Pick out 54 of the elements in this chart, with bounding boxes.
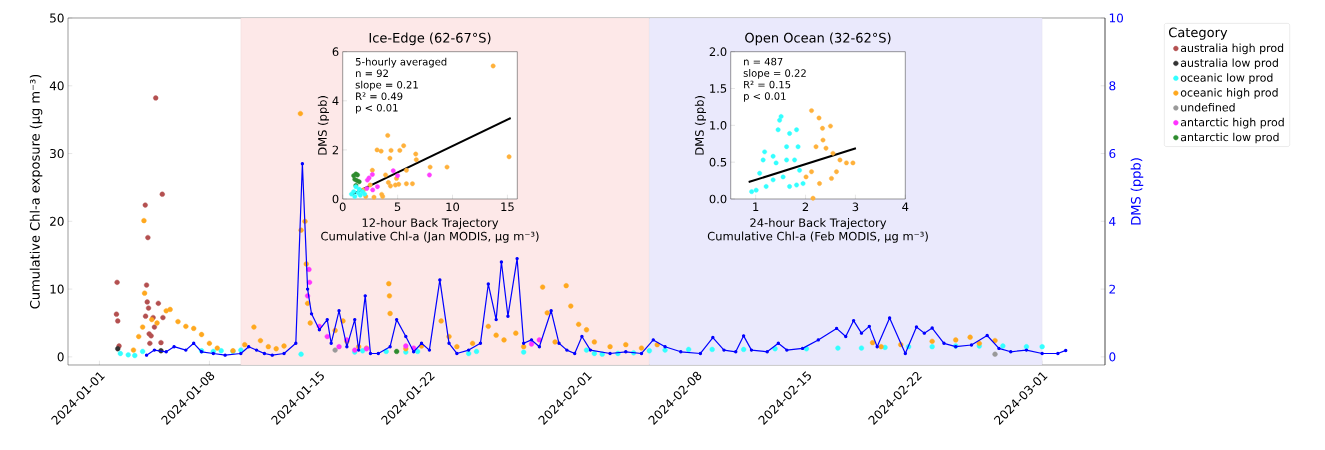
y-tick-label: 20: [50, 216, 64, 226]
x-axis-title: 24-hour Back Trajectory Cumulative Chl-a (Feb MODIS, μg m⁻³): [707, 218, 928, 243]
x-tick-label: 0: [339, 202, 346, 212]
y-tick-label: 2: [332, 145, 339, 155]
x-tick-label: 4: [902, 202, 909, 211]
y2-tick-label: 10: [1109, 13, 1124, 23]
y-tick-label: 50: [50, 13, 64, 23]
annotation: slope = 0.21: [355, 80, 418, 91]
legend-label: oceanic high prod: [1180, 88, 1278, 99]
legend-label: australia low prod: [1180, 58, 1278, 70]
annotation: n = 92: [356, 69, 388, 78]
x-tick-label: 15: [501, 202, 514, 212]
chart-title: Ice-Edge (62-67°S): [369, 32, 491, 46]
annotation: slope = 0.22: [743, 69, 806, 79]
annotation: R² = 0.15: [744, 80, 791, 89]
legend-label: antarctic high prod: [1180, 117, 1284, 129]
y2-tick-label: 4: [1109, 216, 1116, 226]
annotation: p < 0.01: [356, 103, 398, 114]
y-tick-label: 0.0: [709, 194, 727, 204]
annotation: n = 487: [744, 57, 783, 66]
y-axis-title: DMS (ppb): [317, 96, 329, 155]
y2-axis-title: DMS (ppb): [1130, 158, 1144, 225]
legend-label: undefined: [1181, 102, 1235, 112]
legend-label: antarctic low prod: [1180, 132, 1279, 144]
y-tick-label: 0: [57, 352, 64, 362]
y-tick-label: 6: [332, 47, 339, 57]
x-axis-title: 12-hour Back Trajectory Cumulative Chl-a (Jan MODIS, μg m⁻³): [321, 218, 539, 243]
y-tick-label: 4: [332, 96, 339, 105]
x-tick-label: 3: [852, 202, 859, 212]
annotation: 5-hourly averaged: [355, 57, 447, 68]
y-tick-label: 1.0: [710, 121, 727, 130]
annotation: R² = 0.49: [356, 92, 403, 101]
x-tick-label: 5: [394, 202, 401, 212]
y-tick-label: 0: [332, 194, 339, 204]
chart-title: Open Ocean (32-62°S): [745, 32, 891, 46]
y-tick-label: 2.0: [709, 47, 727, 57]
legend-label: australia high prod: [1180, 43, 1284, 55]
y-tick-label: 40: [49, 81, 64, 91]
y-tick-label: 0.5: [709, 157, 727, 167]
y2-tick-label: 8: [1109, 81, 1116, 91]
legend-title: Category: [1168, 27, 1228, 40]
y2-tick-label: 0: [1109, 352, 1116, 362]
y2-tick-label: 2: [1109, 284, 1115, 294]
x-tick-label: 2: [802, 202, 809, 212]
legend-label: oceanic low prod: [1180, 73, 1273, 84]
x-tick-label: 10: [446, 202, 460, 212]
x-tick-label: 1: [753, 202, 759, 211]
y-tick-label: 30: [50, 149, 64, 159]
y2-tick-label: 6: [1109, 149, 1116, 159]
annotation: p < 0.01: [744, 92, 786, 102]
y-axis-title: DMS (ppb): [694, 96, 707, 155]
y-tick-label: 1.5: [710, 84, 727, 93]
y-axis-title: Cumulative Chl-a exposure (μg m⁻³): [29, 74, 43, 309]
y-tick-label: 10: [50, 284, 64, 294]
